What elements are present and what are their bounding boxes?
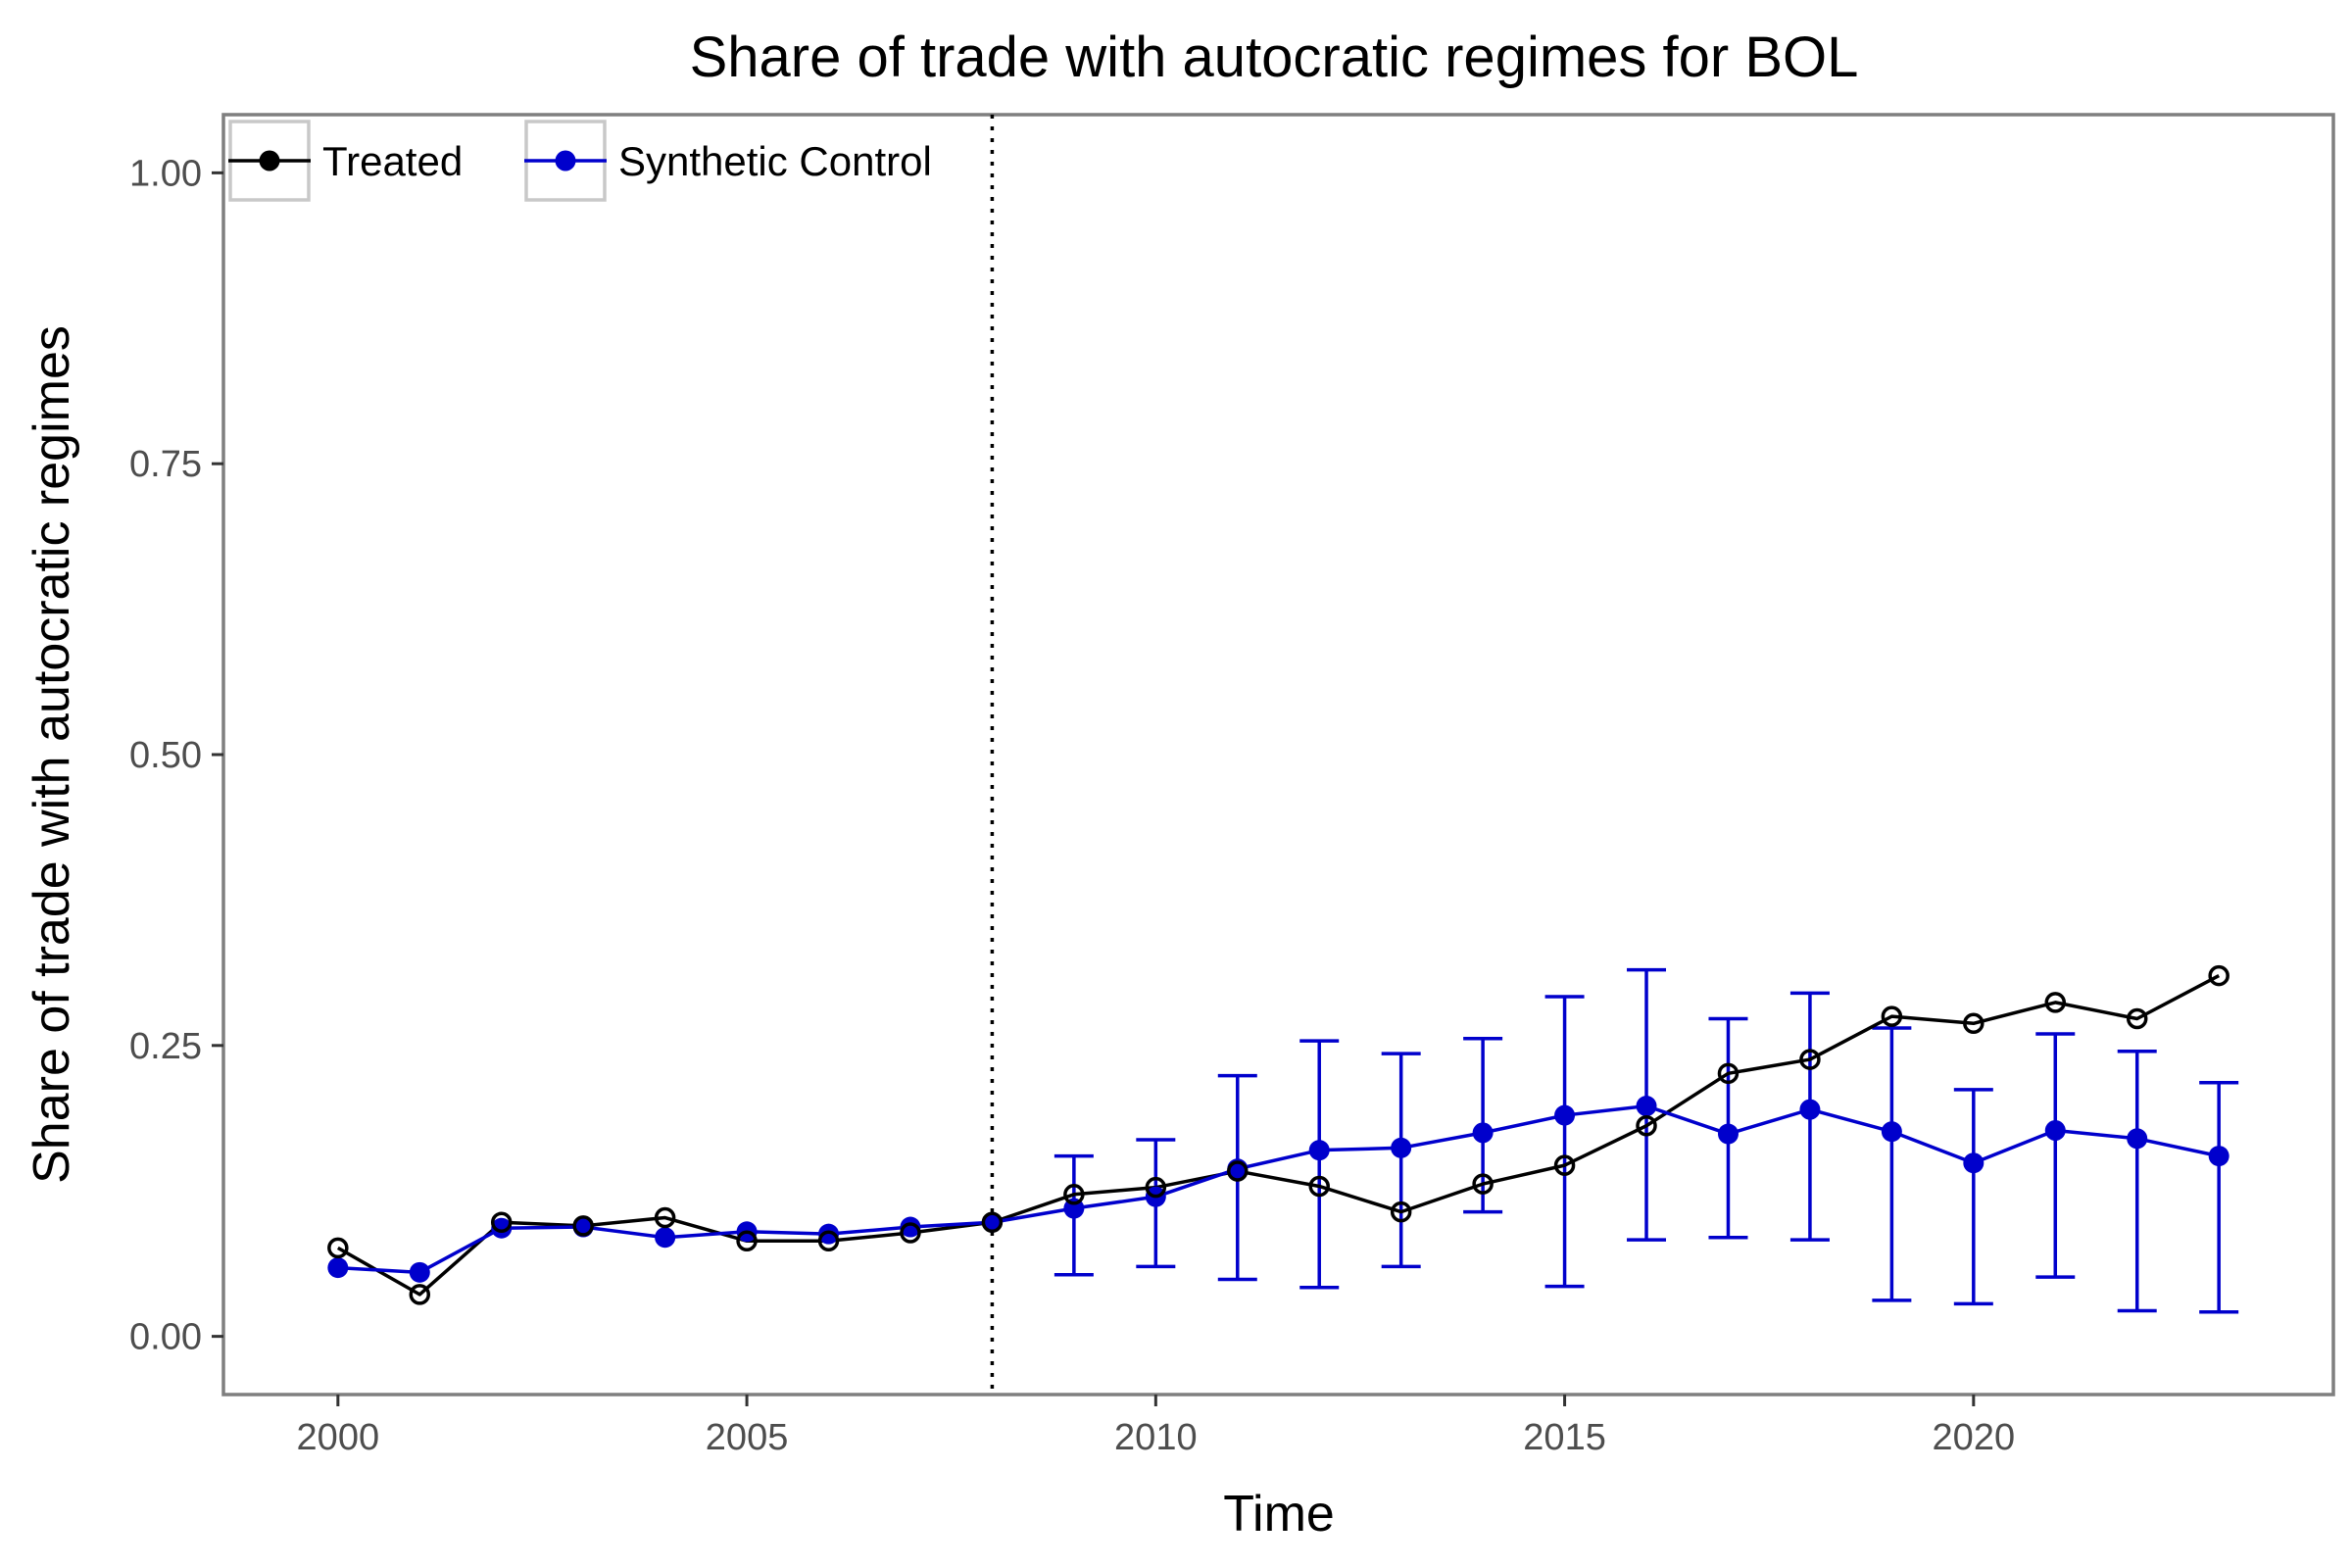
treated-point xyxy=(1308,1175,1330,1198)
treated-point xyxy=(1227,1160,1249,1182)
treated-point xyxy=(2044,992,2067,1013)
treated-point xyxy=(409,1284,431,1305)
y-axis-title: Share of trade with autocratic regimes xyxy=(24,325,80,1184)
treated-point xyxy=(736,1230,758,1252)
treated-point xyxy=(1390,1200,1412,1223)
error-bar xyxy=(1381,1052,1421,1269)
x-tick-label: 2020 xyxy=(1933,1417,2016,1458)
legend-label: Synthetic Control xyxy=(618,138,932,184)
chart-title: Share of trade with autocratic regimes f… xyxy=(690,25,1859,89)
error-bar xyxy=(2117,1050,2157,1313)
y-tick-label: 0.50 xyxy=(129,735,202,776)
error-bar xyxy=(1953,1088,1993,1306)
treated-point xyxy=(1472,1173,1494,1195)
y-tick-label: 1.00 xyxy=(129,153,202,194)
error-bar xyxy=(1872,1026,1912,1302)
synthetic-control-point xyxy=(1881,1121,1902,1143)
treated-point xyxy=(1963,1012,1984,1035)
treated-point xyxy=(490,1211,513,1234)
legend-label: Treated xyxy=(322,138,463,184)
x-tick-label: 2010 xyxy=(1114,1417,1198,1458)
treated-point xyxy=(1636,1114,1657,1137)
treated-point xyxy=(981,1211,1004,1234)
treated-point xyxy=(1717,1062,1740,1085)
synthetic-control-point xyxy=(409,1261,430,1283)
error-bar xyxy=(1544,995,1585,1289)
synthetic-control-point xyxy=(900,1216,921,1238)
treated-series-line xyxy=(336,974,2220,1297)
legend-key-marker xyxy=(259,150,280,172)
treated-point xyxy=(1881,1005,1903,1027)
synthetic-control-point xyxy=(2127,1128,2148,1150)
synthetic-control-point xyxy=(2208,1146,2230,1167)
treated-point xyxy=(2208,964,2230,987)
legend: Treated Synthetic Control xyxy=(228,120,932,202)
treated-point xyxy=(572,1215,594,1237)
y-tick-label: 0.00 xyxy=(129,1317,202,1358)
treated-point xyxy=(1799,1049,1821,1070)
legend-item-synthetic-control: Synthetic Control xyxy=(524,120,932,202)
plot-panel xyxy=(221,113,2335,1396)
synthetic-control-point xyxy=(1391,1137,1412,1158)
treated-point xyxy=(1063,1184,1085,1205)
synthetic-control-point xyxy=(1799,1099,1821,1120)
y-tick-label: 0.75 xyxy=(129,444,202,485)
x-tick-label: 2005 xyxy=(706,1417,789,1458)
treated-point xyxy=(654,1206,676,1229)
legend-key-marker xyxy=(555,150,576,172)
synthetic-control-point xyxy=(491,1217,513,1239)
synthetic-control-point xyxy=(1554,1104,1576,1126)
x-tick-label: 2015 xyxy=(1523,1417,1606,1458)
synthetic-control-series-line xyxy=(337,1103,2220,1275)
treated-point xyxy=(1145,1176,1167,1199)
treated-point xyxy=(900,1222,921,1244)
axis-layer: 2000 2005 2010 2015 2020 0.00 0.25 0.50 0.75 1.00 xyxy=(129,153,2015,1458)
error-bar xyxy=(2035,1032,2076,1279)
error-bar xyxy=(1299,1039,1340,1290)
treated-point xyxy=(2126,1007,2148,1030)
data-layer xyxy=(327,115,2239,1395)
synthetic-control-point xyxy=(818,1223,840,1245)
x-axis-title: Time xyxy=(1223,1486,1335,1543)
synthetic-control-point xyxy=(655,1227,676,1249)
treated-point xyxy=(817,1230,840,1252)
synthetic-control-point xyxy=(1308,1140,1330,1161)
synthetic-control-point xyxy=(327,1257,349,1279)
synthetic-control-point xyxy=(1717,1123,1739,1145)
y-tick-label: 0.25 xyxy=(129,1026,202,1067)
treated-point xyxy=(1553,1154,1576,1176)
legend-item-treated: Treated xyxy=(228,120,463,202)
synthetic-control-point xyxy=(1636,1096,1657,1117)
x-tick-label: 2000 xyxy=(297,1417,380,1458)
synthetic-control-point xyxy=(1472,1122,1494,1144)
synthetic-control-point xyxy=(2044,1119,2066,1141)
treated-point xyxy=(327,1237,349,1259)
synthetic-control-point xyxy=(1963,1152,1984,1174)
error-bar xyxy=(2199,1081,2239,1314)
